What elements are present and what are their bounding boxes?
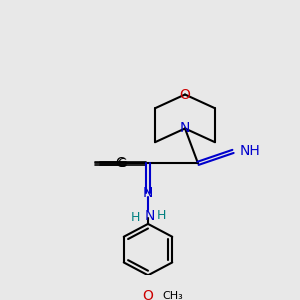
Text: N: N [145, 208, 155, 223]
Text: H: H [156, 209, 166, 222]
Text: O: O [180, 88, 190, 101]
Text: H: H [130, 211, 140, 224]
Text: N: N [143, 186, 153, 200]
Text: NH: NH [240, 144, 261, 158]
Text: C: C [118, 157, 126, 170]
Text: O: O [142, 290, 153, 300]
Text: CH₃: CH₃ [162, 291, 183, 300]
Text: N: N [180, 122, 190, 136]
Text: C: C [115, 156, 125, 170]
